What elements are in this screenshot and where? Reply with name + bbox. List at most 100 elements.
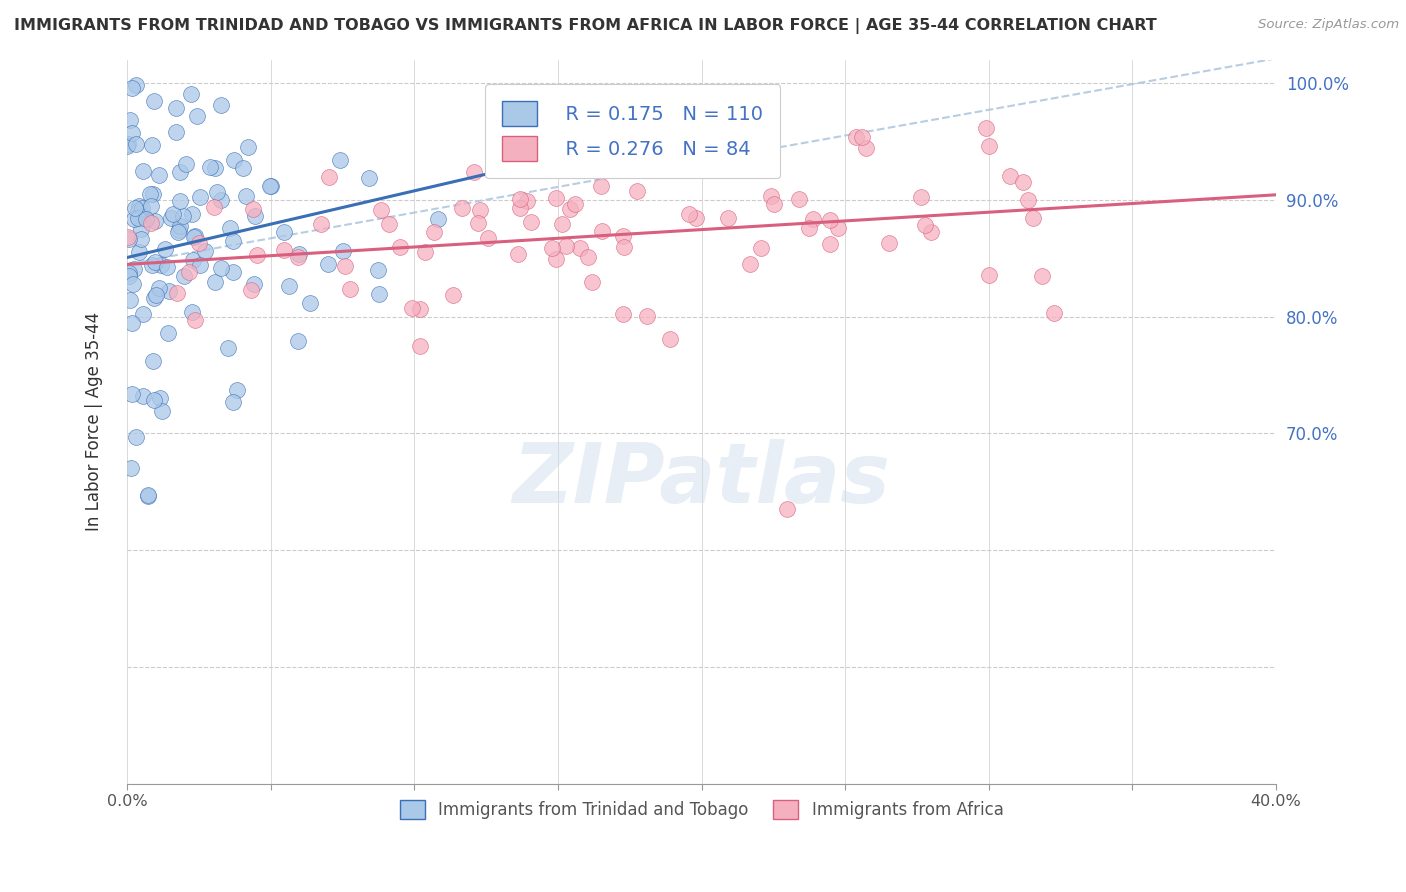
Point xyxy=(309,217,332,231)
Point xyxy=(209,261,232,276)
Point xyxy=(148,280,170,294)
Point xyxy=(759,188,782,202)
Point xyxy=(273,226,295,240)
Point xyxy=(332,244,354,259)
Point xyxy=(132,211,155,225)
Point xyxy=(259,179,281,194)
Point xyxy=(298,296,321,310)
Point xyxy=(277,278,299,293)
Point xyxy=(142,291,165,305)
Point xyxy=(159,211,181,225)
Point xyxy=(335,259,357,273)
Point xyxy=(789,192,811,206)
Point xyxy=(979,139,1001,153)
Point xyxy=(685,211,707,225)
Point xyxy=(509,201,531,215)
Point xyxy=(401,301,423,315)
Point xyxy=(544,191,567,205)
Point xyxy=(139,216,162,230)
Point xyxy=(117,139,139,153)
Point xyxy=(165,125,187,139)
Point xyxy=(124,262,146,277)
Point xyxy=(1031,268,1053,283)
Point xyxy=(174,157,197,171)
Point xyxy=(128,245,150,260)
Point xyxy=(125,136,148,151)
Point xyxy=(409,301,432,316)
Point xyxy=(121,316,143,330)
Point xyxy=(211,98,233,112)
Text: Source: ZipAtlas.com: Source: ZipAtlas.com xyxy=(1258,18,1399,31)
Point xyxy=(339,282,361,296)
Point xyxy=(818,236,841,251)
Point xyxy=(531,158,554,172)
Point xyxy=(148,168,170,182)
Point xyxy=(377,217,399,231)
Point xyxy=(141,258,163,272)
Point xyxy=(162,207,184,221)
Point xyxy=(477,231,499,245)
Point xyxy=(145,287,167,301)
Point xyxy=(568,240,591,254)
Point xyxy=(855,141,877,155)
Point xyxy=(240,283,263,297)
Point xyxy=(125,78,148,92)
Point xyxy=(120,112,142,127)
Point xyxy=(260,178,283,193)
Point xyxy=(242,277,264,291)
Point xyxy=(118,266,141,280)
Point xyxy=(370,202,392,217)
Point xyxy=(367,262,389,277)
Point xyxy=(142,353,165,368)
Point xyxy=(120,461,142,475)
Point xyxy=(183,230,205,244)
Point xyxy=(408,339,430,353)
Point xyxy=(463,165,485,179)
Point xyxy=(329,153,352,167)
Point xyxy=(180,87,202,101)
Point xyxy=(845,130,868,145)
Point xyxy=(998,169,1021,183)
Point xyxy=(131,201,153,215)
Point xyxy=(167,225,190,239)
Point xyxy=(188,190,211,204)
Point xyxy=(581,276,603,290)
Point xyxy=(232,161,254,175)
Point xyxy=(318,169,340,184)
Point xyxy=(198,160,221,174)
Point xyxy=(851,130,873,145)
Point xyxy=(188,258,211,272)
Point xyxy=(450,202,472,216)
Legend: Immigrants from Trinidad and Tobago, Immigrants from Africa: Immigrants from Trinidad and Tobago, Imm… xyxy=(392,794,1010,826)
Point xyxy=(540,241,562,255)
Point xyxy=(238,140,260,154)
Point xyxy=(121,126,143,140)
Point xyxy=(1043,305,1066,319)
Point xyxy=(131,221,153,235)
Point xyxy=(181,304,204,318)
Point xyxy=(143,255,166,269)
Point xyxy=(560,202,582,217)
Point xyxy=(678,207,700,221)
Point xyxy=(205,186,228,200)
Point xyxy=(132,389,155,403)
Point xyxy=(217,341,239,355)
Point xyxy=(142,94,165,108)
Point xyxy=(636,309,658,323)
Point xyxy=(165,101,187,115)
Point xyxy=(877,236,900,251)
Point xyxy=(441,287,464,301)
Point xyxy=(626,184,648,198)
Point xyxy=(222,265,245,279)
Point xyxy=(118,269,141,284)
Point xyxy=(357,171,380,186)
Point xyxy=(520,215,543,229)
Point xyxy=(153,242,176,256)
Point xyxy=(169,219,191,233)
Point xyxy=(287,251,309,265)
Point xyxy=(173,269,195,284)
Point xyxy=(209,193,232,207)
Point xyxy=(125,430,148,444)
Point xyxy=(564,197,586,211)
Point xyxy=(551,218,574,232)
